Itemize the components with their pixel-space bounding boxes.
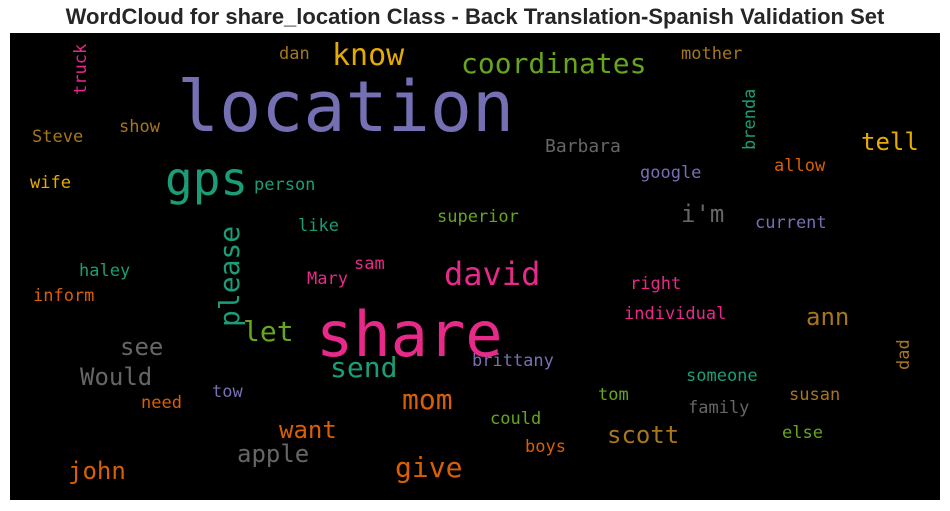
word-apple: apple [237, 440, 309, 468]
word-please: please [213, 226, 246, 327]
word-someone: someone [686, 366, 758, 386]
word-right: right [630, 274, 681, 294]
word-gps: gps [165, 152, 248, 206]
word-mom: mom [402, 383, 453, 416]
word-share: share [316, 298, 503, 371]
word-susan: susan [789, 385, 840, 405]
word-could: could [490, 409, 541, 429]
word-let: let [243, 315, 294, 348]
word-haley: haley [79, 261, 130, 281]
word-person: person [254, 175, 315, 195]
word-boys: boys [525, 437, 566, 457]
wordcloud-background [10, 33, 940, 500]
word-want: want [279, 416, 337, 444]
word-need: need [141, 393, 182, 413]
word-dad: dad [894, 339, 914, 370]
wordcloud-canvas: location share gps know coordinates david plea… [10, 33, 940, 500]
word-google: google [640, 163, 701, 183]
word-superior: superior [437, 207, 519, 227]
word-barbara: Barbara [545, 136, 621, 157]
word-coordinates: coordinates [461, 47, 646, 80]
word-tom: tom [598, 385, 629, 405]
word-david: david [444, 255, 540, 293]
word-brittany: brittany [472, 351, 554, 371]
chart-title: WordCloud for share_location Class - Bac… [65, 4, 885, 29]
word-brenda: brenda [740, 89, 760, 150]
word-give: give [395, 451, 462, 484]
word-dan: dan [279, 44, 310, 64]
word-allow: allow [774, 156, 826, 176]
word-send: send [330, 351, 397, 384]
word-i-m: i'm [681, 200, 724, 228]
word-inform: inform [33, 286, 94, 306]
word-know: know [332, 38, 405, 73]
word-steve: Steve [32, 127, 83, 147]
word-mother: mother [681, 44, 742, 64]
word-ann: ann [806, 303, 849, 331]
word-mary: Mary [307, 269, 348, 289]
word-would: Would [80, 363, 152, 391]
word-tow: tow [212, 382, 243, 402]
word-john: john [68, 457, 126, 485]
wordcloud-words: location share gps know coordinates david plea… [30, 38, 919, 485]
word-truck: truck [71, 44, 91, 95]
word-scott: scott [607, 421, 679, 449]
word-like: like [298, 216, 339, 236]
word-see: see [120, 333, 163, 361]
word-location: location [177, 66, 514, 148]
word-individual: individual [624, 304, 726, 324]
word-sam: sam [354, 254, 385, 274]
word-else: else [782, 423, 823, 443]
word-show: show [119, 117, 161, 137]
word-family: family [688, 398, 749, 418]
word-tell: tell [861, 128, 919, 156]
word-wife: wife [30, 173, 71, 193]
word-current: current [755, 213, 827, 233]
